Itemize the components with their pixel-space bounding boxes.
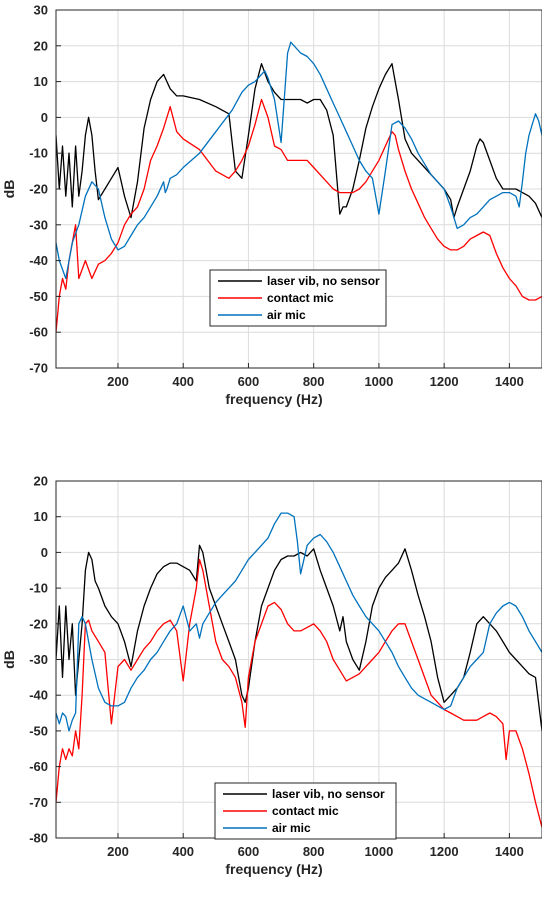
series-line-air-mic	[56, 512, 542, 732]
y-tick-label: -70	[29, 795, 48, 810]
x-tick-label: 1400	[495, 844, 524, 859]
y-tick-label: 20	[34, 474, 48, 489]
legend-entry: contact mic	[267, 291, 334, 305]
y-tick-label: -50	[29, 289, 48, 304]
y-tick-label: -10	[29, 146, 48, 161]
legend-entry: laser vib, no sensor	[267, 274, 380, 288]
x-tick-label: 800	[303, 374, 325, 389]
y-tick-label: 0	[41, 110, 48, 125]
series-line-contact-mic	[56, 98, 542, 333]
x-tick-label: 600	[238, 374, 260, 389]
series-line-laser-vib-no-sensor	[56, 544, 542, 731]
legend-entry: air mic	[267, 308, 306, 322]
y-tick-label: 10	[34, 74, 48, 89]
y-tick-label: -50	[29, 723, 48, 738]
y-axis-label: dB	[1, 650, 17, 669]
series-line-contact-mic	[56, 558, 542, 828]
chart-panel-bottom: 200 400 600 800 1000 1200 1400-80-70-60-50-40-…	[1, 474, 542, 877]
x-tick-label: 400	[172, 374, 194, 389]
y-tick-label: -80	[29, 831, 48, 846]
legend-entry: contact mic	[272, 804, 339, 818]
x-tick-label: 800	[303, 844, 325, 859]
x-axis-label: frequency (Hz)	[225, 861, 322, 877]
x-tick-label: 1200	[430, 374, 459, 389]
y-tick-label: 0	[41, 545, 48, 560]
x-tick-label: 1000	[364, 844, 393, 859]
y-tick-label: -10	[29, 581, 48, 596]
y-tick-label: -20	[29, 182, 48, 197]
x-tick-label: 600	[238, 844, 260, 859]
x-tick-label: 1200	[430, 844, 459, 859]
series-line-air-mic	[56, 41, 542, 280]
y-tick-label: -60	[29, 759, 48, 774]
y-tick-label: -30	[29, 217, 48, 232]
y-tick-label: -40	[29, 688, 48, 703]
x-tick-label: 1400	[495, 374, 524, 389]
y-tick-label: 20	[34, 38, 48, 53]
y-tick-label: -60	[29, 325, 48, 340]
x-tick-label: 400	[172, 844, 194, 859]
series-line-laser-vib-no-sensor	[56, 63, 542, 219]
x-tick-label: 1000	[364, 374, 393, 389]
x-axis-label: frequency (Hz)	[225, 391, 322, 407]
y-axis-label: dB	[1, 180, 17, 199]
legend-entry: air mic	[272, 821, 311, 835]
chart-panel-top: 200 400 600 800 1000 1200 1400-70-60-50-40-30-…	[1, 3, 542, 407]
y-tick-label: -40	[29, 253, 48, 268]
legend: laser vib, no sensor contact mic air mic	[209, 269, 387, 327]
y-tick-label: -30	[29, 652, 48, 667]
y-tick-label: -70	[29, 361, 48, 376]
x-tick-label: 200	[107, 844, 129, 859]
legend-entry: laser vib, no sensor	[272, 787, 385, 801]
y-tick-label: 10	[34, 509, 48, 524]
x-tick-label: 200	[107, 374, 129, 389]
y-tick-label: 30	[34, 3, 48, 18]
legend: laser vib, no sensor contact mic air mic	[214, 782, 397, 840]
y-tick-label: -20	[29, 616, 48, 631]
